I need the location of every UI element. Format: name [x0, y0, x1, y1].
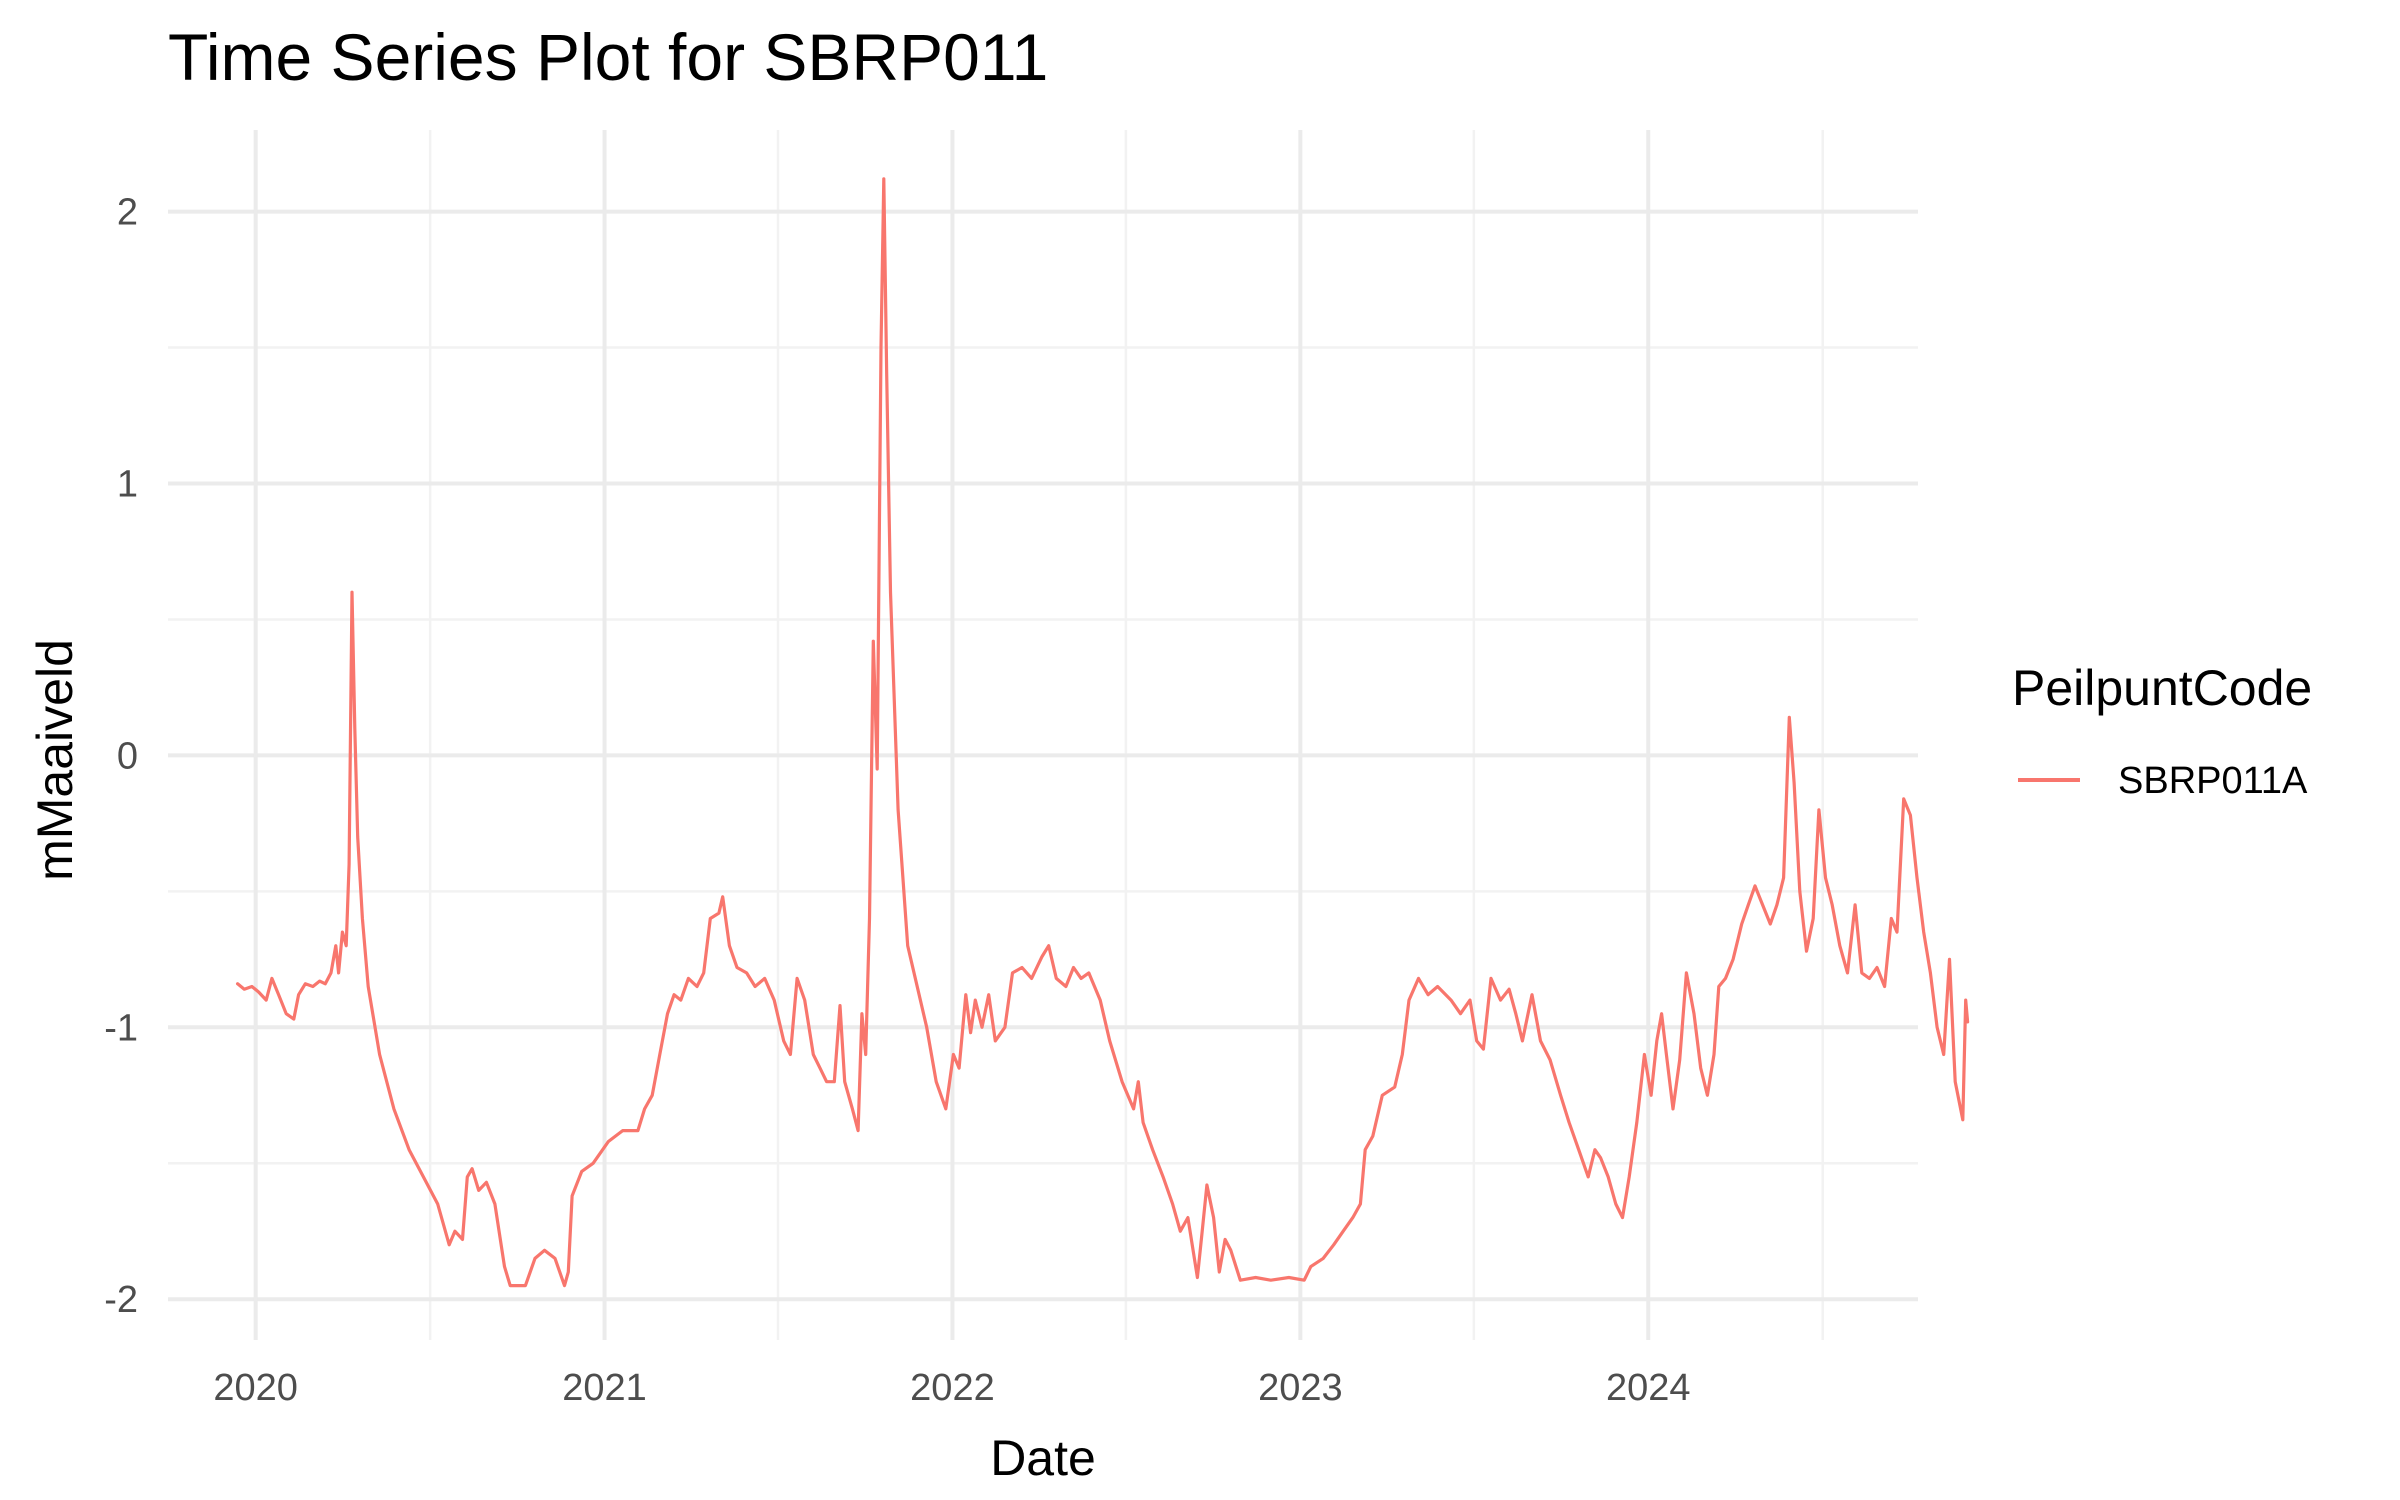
grid-lines — [168, 130, 1918, 1340]
y-tick-label: 2 — [117, 192, 138, 234]
x-tick-label: 2023 — [1258, 1367, 1343, 1409]
legend-title: PeilpuntCode — [2012, 660, 2312, 716]
x-tick-label: 2021 — [562, 1367, 647, 1409]
y-tick-label: -2 — [104, 1279, 138, 1321]
y-tick-label: 1 — [117, 463, 138, 505]
y-axis-title: mMaaiveld — [27, 639, 83, 881]
y-tick-labels: -2 -1 0 1 2 — [104, 192, 138, 1322]
x-axis-title: Date — [990, 1430, 1096, 1486]
series-line-sbrp011a — [236, 177, 1970, 1288]
y-tick-label: 0 — [117, 735, 138, 777]
legend: PeilpuntCode SBRP011A — [2012, 660, 2312, 802]
x-tick-labels: 2020 2021 2022 2023 2024 — [213, 1367, 1690, 1409]
x-tick-label: 2022 — [910, 1367, 995, 1409]
series-layer — [236, 177, 1970, 1288]
chart-title: Time Series Plot for SBRP011 — [168, 20, 1048, 94]
y-tick-label: -1 — [104, 1007, 138, 1049]
legend-label-sbrp011a: SBRP011A — [2118, 760, 2308, 802]
x-tick-label: 2020 — [213, 1367, 298, 1409]
x-tick-label: 2024 — [1606, 1367, 1691, 1409]
